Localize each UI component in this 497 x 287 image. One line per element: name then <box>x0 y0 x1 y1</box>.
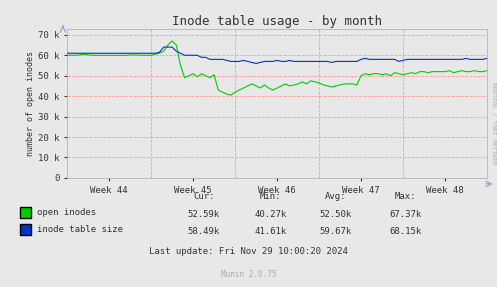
Y-axis label: number of open inodes: number of open inodes <box>26 51 35 156</box>
Text: 67.37k: 67.37k <box>389 210 421 219</box>
Text: 68.15k: 68.15k <box>389 227 421 236</box>
Text: Cur:: Cur: <box>193 193 215 201</box>
Text: 40.27k: 40.27k <box>255 210 287 219</box>
Text: inode table size: inode table size <box>37 225 123 234</box>
Text: RRDTOOL / TOBI OETIKER: RRDTOOL / TOBI OETIKER <box>491 82 496 165</box>
Text: 59.67k: 59.67k <box>320 227 351 236</box>
Text: 41.61k: 41.61k <box>255 227 287 236</box>
Text: Avg:: Avg: <box>325 193 346 201</box>
Text: 52.50k: 52.50k <box>320 210 351 219</box>
Text: 52.59k: 52.59k <box>188 210 220 219</box>
Text: Last update: Fri Nov 29 10:00:20 2024: Last update: Fri Nov 29 10:00:20 2024 <box>149 247 348 256</box>
Text: Min:: Min: <box>260 193 282 201</box>
Text: 58.49k: 58.49k <box>188 227 220 236</box>
Text: open inodes: open inodes <box>37 208 96 217</box>
Text: Max:: Max: <box>394 193 416 201</box>
Text: Munin 2.0.75: Munin 2.0.75 <box>221 270 276 279</box>
Title: Inode table usage - by month: Inode table usage - by month <box>172 15 382 28</box>
